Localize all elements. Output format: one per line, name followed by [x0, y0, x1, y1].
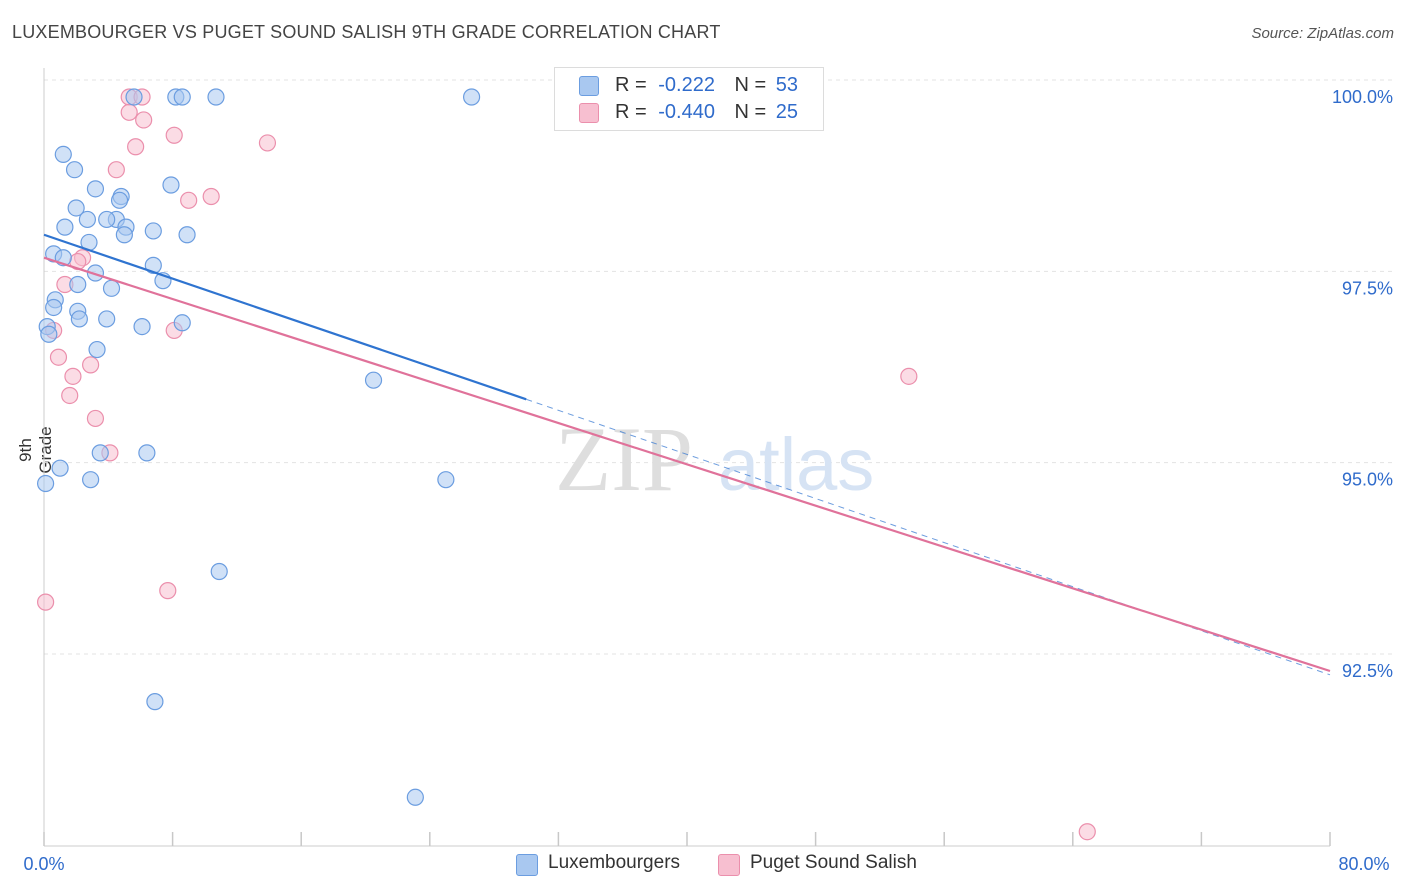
luxembourger-point — [178, 226, 196, 244]
y-tick-label: 92.5% — [1342, 661, 1393, 681]
legend-swatch-pink — [579, 103, 599, 123]
bottom-legend-swatch-pink — [718, 854, 740, 876]
puget-sound-salish-point — [64, 367, 82, 385]
x-tick-label-max: 80.0% — [1338, 854, 1389, 874]
luxembourger-point — [406, 788, 424, 806]
bottom-legend-label-luxembourgers: Luxembourgers — [548, 852, 681, 873]
luxembourger-point — [437, 471, 455, 489]
luxembourger-point — [144, 256, 162, 274]
luxembourger-point — [78, 210, 97, 229]
puget-sound-salish-point — [86, 409, 105, 428]
luxembourger-point — [82, 471, 100, 489]
puget-sound-salish-point — [61, 386, 79, 405]
luxembourger-point — [210, 562, 228, 581]
chart-title: LUXEMBOURGER VS PUGET SOUND SALISH 9TH G… — [12, 22, 721, 42]
luxembourger-point — [207, 88, 225, 106]
n-label: N = — [734, 74, 767, 96]
trend-lines — [43, 233, 1331, 676]
luxembourger-point — [146, 693, 164, 711]
luxembourger-point — [173, 314, 191, 332]
r-label: R = — [615, 74, 647, 96]
puget-sound-salish-point — [127, 138, 145, 156]
luxembourger-point — [138, 444, 156, 462]
puget-sound-salish-point — [900, 367, 918, 385]
luxembourger-point — [88, 340, 106, 359]
luxembourger-point — [98, 210, 116, 229]
n-value: 53 — [775, 74, 799, 96]
puget-sound-salish-point — [202, 187, 220, 206]
luxembourger-point — [54, 145, 72, 163]
r-label: R = — [615, 101, 647, 123]
legend-stats-luxembourgers: R = -0.222 N = 53 — [615, 74, 798, 97]
luxembourger-point — [98, 310, 116, 328]
n-label: N = — [734, 101, 767, 123]
source-credit: Source: ZipAtlas.com — [1251, 25, 1394, 42]
luxembourger-point — [86, 264, 105, 282]
puget-sound-salish-point — [159, 582, 177, 600]
luxembourger-point — [110, 191, 129, 209]
bottom-legend-swatch-blue — [516, 854, 538, 876]
puget-sound-salish-point — [1078, 823, 1096, 841]
luxembourger-point — [102, 279, 121, 297]
y-tick-label: 95.0% — [1342, 470, 1393, 490]
puget-sound-salish-point — [180, 191, 198, 209]
watermark-atlas: atlas — [718, 423, 874, 506]
luxembourger-point — [115, 226, 133, 244]
gridlines — [44, 79, 1392, 655]
luxembourgers-trend-line — [43, 233, 527, 401]
legend-swatch-blue — [579, 76, 599, 96]
puget-sound-salish-point — [107, 161, 125, 179]
puget-sound-salish-trend-line — [43, 256, 1331, 673]
puget-sound-salish-point — [165, 126, 183, 144]
luxembourger-point — [125, 88, 143, 106]
luxembourger-point — [69, 275, 87, 294]
y-tick-label: 100.0% — [1332, 87, 1393, 107]
r-value: -0.222 — [658, 74, 715, 96]
puget-sound-salish-point — [135, 111, 153, 129]
y-tick-labels: 92.5% 95.0% 97.5% 100.0% — [1332, 87, 1393, 681]
luxembourger-point — [51, 459, 69, 477]
bottom-legend-label-puget-sound-salish: Puget Sound Salish — [750, 852, 917, 873]
luxembourger-point — [40, 325, 58, 343]
stats-legend: R = -0.222 N = 53 R = -0.440 N = 25 — [554, 67, 824, 131]
luxembourger-point — [45, 298, 63, 317]
r-value: -0.440 — [658, 101, 715, 123]
luxembourger-point — [364, 371, 383, 389]
luxembourger-point — [65, 161, 84, 179]
luxembourger-point — [37, 474, 55, 493]
n-value: 25 — [775, 101, 799, 123]
puget-sound-salish-point — [82, 356, 100, 374]
luxembourger-point — [56, 218, 74, 236]
luxembourger-point — [162, 176, 180, 194]
luxembourger-point — [70, 310, 88, 328]
luxembourger-point — [462, 88, 481, 106]
luxembourger-point — [173, 88, 191, 106]
x-tick-label-min: 0.0% — [23, 854, 64, 874]
puget-sound-salish-point — [120, 103, 138, 121]
puget-sound-salish-point — [258, 134, 277, 152]
x-axis-ticks — [43, 832, 1331, 846]
puget-sound-salish-point — [37, 593, 55, 611]
legend-stats-puget-sound-salish: R = -0.440 N = 25 — [615, 101, 798, 124]
luxembourger-point — [86, 180, 105, 198]
luxembourgers-trend-extension — [526, 398, 1331, 676]
luxembourger-point — [133, 318, 151, 336]
puget-sound-salish-point — [49, 348, 68, 366]
luxembourger-point — [144, 222, 162, 240]
series-luxembourgers-points — [37, 88, 481, 806]
y-tick-label: 97.5% — [1342, 278, 1393, 298]
luxembourger-point — [67, 199, 85, 217]
luxembourger-point — [91, 444, 109, 462]
